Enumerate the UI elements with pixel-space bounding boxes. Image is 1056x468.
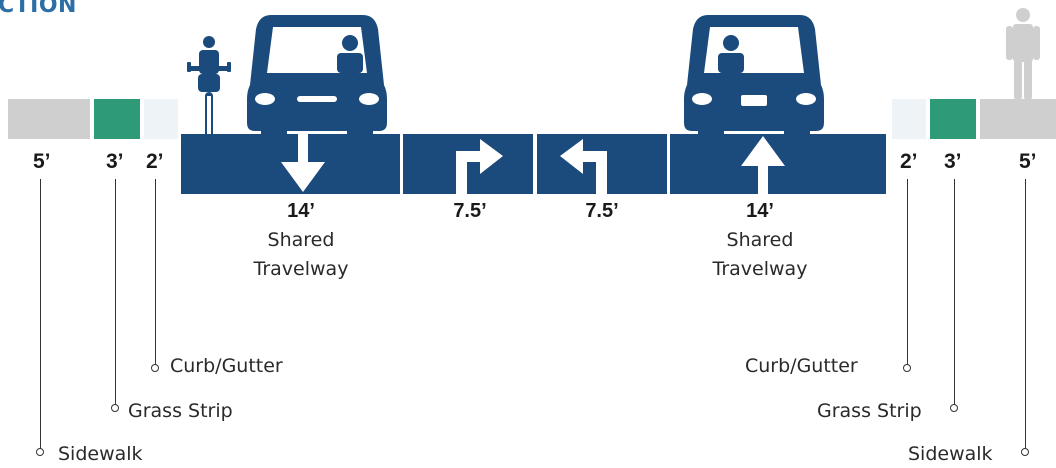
lane-label-2: 7.5’ [425,197,515,226]
left-sidewalk-leader-dot [36,448,44,456]
lane-width: 14’ [287,200,315,222]
right-sidewalk-leader [1025,179,1026,449]
right-turn-arrow-icon [456,139,503,195]
right-grass-leader-dot [950,404,958,412]
right-curb-gutter-label: Curb/Gutter [745,355,858,377]
left-grass-width: 3’ [106,150,124,173]
left-curb-gutter [144,99,178,139]
lane-name-line1: Shared [726,229,794,251]
right-sidewalk [980,99,1056,139]
right-curb-width: 2’ [900,150,918,173]
left-curb-width: 2’ [146,150,164,173]
right-sidewalk-width: 5’ [1019,150,1037,173]
car-front-icon [247,15,387,141]
left-turn-arrow-icon [560,139,607,195]
lane-name-line1: Shared [267,229,335,251]
right-curb-leader [907,179,908,365]
left-sidewalk-leader [40,179,41,449]
left-curb-leader [155,179,156,365]
left-grass-strip-label: Grass Strip [128,400,233,422]
lane-label-1: 14’ Shared Travelway [231,197,371,284]
left-grass-leader-dot [111,404,119,412]
cyclist-icon [187,36,231,138]
left-curb-leader-dot [151,364,159,372]
pedestrian-icon [1006,8,1040,100]
right-curb-leader-dot [903,364,911,372]
right-grass-leader [954,179,955,405]
down-arrow-icon [281,134,325,192]
lane-name-line2: Travelway [712,258,808,280]
left-sidewalk [8,99,90,139]
lane-name-line2: Travelway [253,258,349,280]
lane-label-3: 7.5’ [557,197,647,226]
left-sidewalk-label: Sidewalk [58,443,143,465]
car-rear-icon [684,15,824,141]
left-curb-gutter-label: Curb/Gutter [170,355,283,377]
lane-turn-right [403,134,533,194]
right-sidewalk-leader-dot [1021,448,1029,456]
lane-width: 7.5’ [585,200,619,222]
up-arrow-icon [741,136,785,194]
lane-width: 14’ [746,200,774,222]
right-grass-strip [930,99,976,139]
section-heading: CTION [0,0,77,18]
right-grass-strip-label: Grass Strip [817,400,922,422]
left-sidewalk-width: 5’ [33,150,51,173]
lane-label-4: 14’ Shared Travelway [690,197,830,284]
left-grass-strip [94,99,140,139]
right-sidewalk-label: Sidewalk [908,443,993,465]
right-grass-width: 3’ [944,150,962,173]
lane-width: 7.5’ [453,200,487,222]
right-curb-gutter [892,99,926,139]
left-grass-leader [115,179,116,405]
